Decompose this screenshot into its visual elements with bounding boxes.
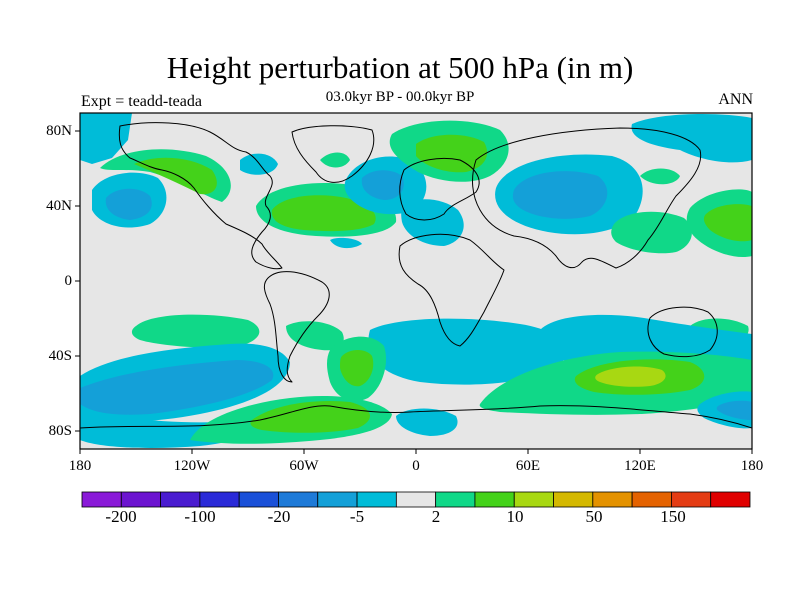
coastline-africa: [398, 233, 505, 347]
contour-chile-green: [286, 321, 344, 351]
colorbar-box: [238, 491, 279, 508]
colorbar-tick-label: 50: [585, 507, 603, 526]
coastline-australia: [647, 306, 718, 358]
experiment-label: Expt = teadd-teada: [81, 93, 202, 110]
lat-tick-label: 80S: [48, 423, 72, 439]
colorbar-box: [513, 491, 554, 508]
colorbar-tick-label: 10: [506, 507, 524, 526]
colorbar-box: [592, 491, 633, 508]
contour-antarctic-blue-small: [396, 408, 458, 436]
contour-iceland-blue-inner: [361, 170, 404, 200]
coastline-antarctica: [80, 405, 752, 429]
season-label: ANN: [718, 91, 753, 108]
contour-arctic-west-blue: [80, 113, 132, 164]
colorbar-tick-label: -5: [349, 507, 365, 526]
colorbar-box: [160, 491, 201, 508]
lon-tick-label: 180: [740, 458, 764, 474]
lat-tick-label: 80N: [46, 123, 72, 139]
colorbar-box: [278, 491, 319, 508]
colorbar: [81, 491, 751, 508]
coastline-europe: [399, 157, 480, 221]
colorbar-tick-label: -100: [184, 507, 216, 526]
lon-tick-label: 60E: [515, 458, 541, 474]
contour-south-atlantic-blue: [368, 318, 566, 385]
colorbar-tick-label: 2: [431, 507, 441, 526]
contour-kamchatka-blue: [631, 114, 752, 163]
colorbar-box: [317, 491, 358, 508]
coastline-south-america: [263, 271, 330, 383]
contour-greenland-sea-green: [320, 152, 350, 168]
contour-field: [80, 113, 752, 449]
colorbar-box: [671, 491, 712, 508]
contour-southern-pacific-blue-inner: [80, 360, 274, 415]
contour-asia-blue-inner: [512, 171, 608, 219]
contour-east-asia-lightgreen: [611, 211, 692, 254]
tick-marks: [75, 130, 753, 454]
contour-ross-blue-inner: [716, 400, 752, 420]
colorbar-box: [120, 491, 161, 508]
lon-tick-label: 0: [412, 458, 420, 474]
lon-tick-label: 120E: [624, 458, 656, 474]
colorbar-box: [474, 491, 515, 508]
colorbar-box: [81, 491, 122, 508]
colorbar-box: [553, 491, 594, 508]
colorbar-box: [199, 491, 240, 508]
lat-tick-label: 0: [64, 273, 73, 289]
colorbar-box: [395, 491, 437, 508]
map-title: Height perturbation at 500 hPa (in m): [166, 50, 634, 85]
contour-weddell-green: [250, 400, 370, 433]
colorbar-box: [631, 491, 672, 508]
lat-tick-label: 40S: [48, 348, 72, 364]
colorbar-box: [435, 491, 476, 508]
coastline-north-america: [118, 122, 283, 270]
contour-siberia-lightgreen: [640, 168, 680, 185]
map-subtitle: 03.0kyr BP - 00.0kyr BP: [325, 89, 475, 105]
coastline-greenland: [291, 125, 375, 183]
contour-south-atlantic-green: [340, 350, 374, 387]
contour-west-atlantic-blue: [330, 237, 362, 249]
lon-tick-label: 60W: [289, 458, 319, 474]
colorbar-tick-label: -200: [105, 507, 137, 526]
lat-tick-label: 40N: [46, 198, 72, 214]
colorbar-box: [356, 491, 397, 508]
contour-atlantic-green: [271, 195, 376, 232]
colorbar-tick-label: -20: [267, 507, 291, 526]
coastlines: [80, 122, 752, 429]
contour-barents-green: [416, 134, 488, 173]
contour-nw-pacific-green: [703, 204, 752, 242]
colorbar-box: [710, 491, 751, 508]
lon-tick-label: 180: [68, 458, 92, 474]
colorbar-tick-label: 150: [660, 507, 686, 526]
coastline-asia: [472, 127, 702, 269]
contour-pacific-blue-inner: [105, 188, 152, 220]
contour-indian-yellowgreen: [595, 366, 666, 387]
contour-north-pacific-green: [134, 157, 217, 195]
contour-south-pacific-lightgreen: [131, 314, 260, 348]
lon-tick-label: 120W: [173, 458, 211, 474]
